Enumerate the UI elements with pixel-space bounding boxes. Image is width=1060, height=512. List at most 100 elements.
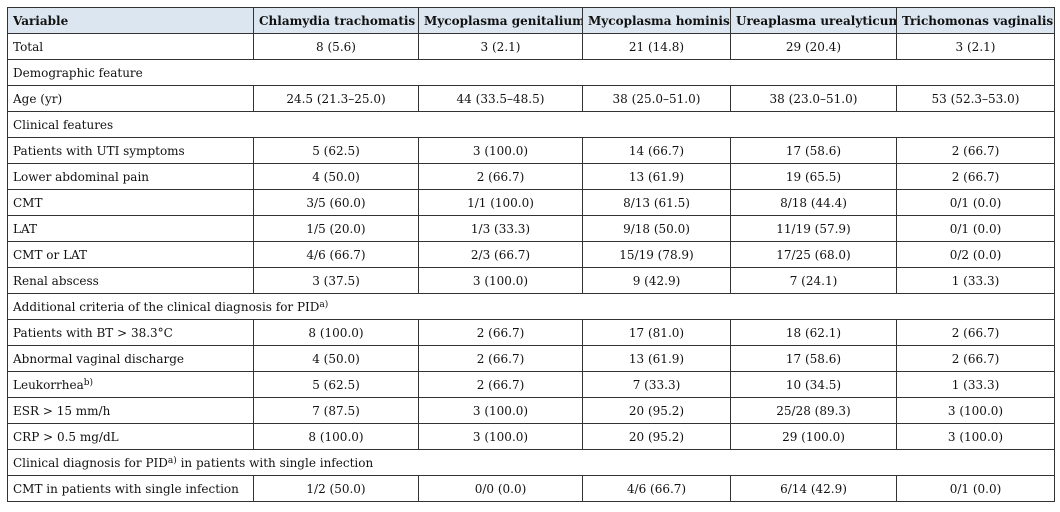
table-cell: 3 (37.5): [253, 267, 419, 294]
table-cell: 2 (66.7): [896, 345, 1055, 372]
footnote-marker: b): [83, 377, 94, 388]
section-row: Clinical features: [7, 111, 1055, 138]
section-label: Additional criteria of the clinical diag…: [7, 293, 1055, 320]
table-cell: 2 (66.7): [896, 319, 1055, 346]
table-row: Age (yr) 24.5 (21.3–25.0) 44 (33.5–48.5) 38…: [7, 85, 1055, 112]
table-cell: 3/5 (60.0): [253, 189, 419, 216]
table-cell: 53 (52.3–53.0): [896, 85, 1055, 112]
table-row: Total 8 (5.6) 3 (2.1) 21 (14.8) 29 (20.4) 3 (…: [7, 33, 1055, 60]
column-header-chlamydia: Chlamydia trachomatis: [253, 7, 419, 34]
section-label-text: Demographic feature: [13, 65, 143, 80]
table-cell: 2 (66.7): [418, 163, 583, 190]
table-row: Abnormal vaginal discharge 4 (50.0) 2 (66.…: [7, 345, 1055, 372]
table-cell: 6/14 (42.9): [730, 475, 897, 502]
row-label: Total: [7, 33, 254, 60]
row-label-text: Lower abdominal pain: [13, 169, 150, 184]
table-cell: 5 (62.5): [253, 371, 419, 398]
table-cell: 1/1 (100.0): [418, 189, 583, 216]
table-cell: 1/3 (33.3): [418, 215, 583, 242]
table-row: Renal abscess 3 (37.5) 3 (100.0) 9 (42.9) 7 …: [7, 267, 1055, 294]
table-cell: 17 (58.6): [730, 137, 897, 164]
table-cell: 1/5 (20.0): [253, 215, 419, 242]
row-label-text: Abnormal vaginal discharge: [13, 351, 185, 366]
table-cell: 8/18 (44.4): [730, 189, 897, 216]
table-cell: 7 (87.5): [253, 397, 419, 424]
table-row: Leukorrheab) 5 (62.5) 2 (66.7) 7 (33.3) 10 (…: [7, 371, 1055, 398]
table-cell: 13 (61.9): [582, 345, 731, 372]
table-cell: 3 (100.0): [896, 397, 1055, 424]
row-label-text: CMT in patients with single infection: [13, 481, 239, 496]
table-cell: 2/3 (66.7): [418, 241, 583, 268]
table-cell: 1 (33.3): [896, 371, 1055, 398]
table-cell: 8 (5.6): [253, 33, 419, 60]
table-cell: 21 (14.8): [582, 33, 731, 60]
table-container: Variable Chlamydia trachomatis Mycoplasm…: [7, 7, 1055, 502]
table-row: Patients with UTI symptoms 5 (62.5) 3 (100…: [7, 137, 1055, 164]
section-label: Clinical features: [7, 111, 1055, 138]
table-cell: 29 (20.4): [730, 33, 897, 60]
table-cell: 38 (25.0–51.0): [582, 85, 731, 112]
header-row: Variable Chlamydia trachomatis Mycoplasm…: [7, 7, 1055, 34]
row-label: Age (yr): [7, 85, 254, 112]
table-cell: 13 (61.9): [582, 163, 731, 190]
table-cell: 14 (66.7): [582, 137, 731, 164]
row-label: Renal abscess: [7, 267, 254, 294]
table-cell: 2 (66.7): [418, 371, 583, 398]
table-body: Total 8 (5.6) 3 (2.1) 21 (14.8) 29 (20.4) 3 (…: [7, 33, 1055, 502]
table-cell: 7 (24.1): [730, 267, 897, 294]
table-cell: 38 (23.0–51.0): [730, 85, 897, 112]
row-label: Leukorrheab): [7, 371, 254, 398]
column-header-ureaplasma: Ureaplasma urealyticum: [730, 7, 897, 34]
section-label-suffix: in patients with single infection: [176, 455, 374, 470]
table-cell: 1/2 (50.0): [253, 475, 419, 502]
row-label-text: Age (yr): [13, 91, 63, 106]
table-cell: 3 (100.0): [418, 267, 583, 294]
row-label: CMT: [7, 189, 254, 216]
table-cell: 25/28 (89.3): [730, 397, 897, 424]
column-header-trichomonas: Trichomonas vaginalis: [896, 7, 1055, 34]
section-row: Clinical diagnosis for PIDa) in patients…: [7, 449, 1055, 476]
row-label: CMT in patients with single infection: [7, 475, 254, 502]
row-label-text: Renal abscess: [13, 273, 99, 288]
table-cell: 4 (50.0): [253, 345, 419, 372]
row-label: Patients with UTI symptoms: [7, 137, 254, 164]
table-cell: 44 (33.5–48.5): [418, 85, 583, 112]
table-cell: 4/6 (66.7): [582, 475, 731, 502]
data-table: Variable Chlamydia trachomatis Mycoplasm…: [7, 7, 1055, 502]
table-cell: 8 (100.0): [253, 423, 419, 450]
section-label-text: Clinical diagnosis for PID: [13, 455, 168, 470]
table-cell: 2 (66.7): [418, 345, 583, 372]
table-row: CMT or LAT 4/6 (66.7) 2/3 (66.7) 15/19 (78.…: [7, 241, 1055, 268]
table-cell: 0/0 (0.0): [418, 475, 583, 502]
table-cell: 3 (100.0): [418, 137, 583, 164]
table-row: ESR > 15 mm/h 7 (87.5) 3 (100.0) 20 (95.2) 2…: [7, 397, 1055, 424]
footnote-marker: a): [167, 455, 177, 466]
row-label: Lower abdominal pain: [7, 163, 254, 190]
row-label-text: CMT or LAT: [13, 247, 88, 262]
table-cell: 19 (65.5): [730, 163, 897, 190]
row-label: ESR > 15 mm/h: [7, 397, 254, 424]
row-label-text: Total: [13, 39, 44, 54]
table-cell: 0/2 (0.0): [896, 241, 1055, 268]
table-cell: 9 (42.9): [582, 267, 731, 294]
table-cell: 8/13 (61.5): [582, 189, 731, 216]
table-cell: 18 (62.1): [730, 319, 897, 346]
table-cell: 3 (100.0): [418, 423, 583, 450]
table-cell: 4 (50.0): [253, 163, 419, 190]
table-cell: 29 (100.0): [730, 423, 897, 450]
table-cell: 9/18 (50.0): [582, 215, 731, 242]
section-label: Clinical diagnosis for PIDa) in patients…: [7, 449, 1055, 476]
row-label-text: LAT: [13, 221, 37, 236]
row-label: CRP > 0.5 mg/dL: [7, 423, 254, 450]
table-row: LAT 1/5 (20.0) 1/3 (33.3) 9/18 (50.0) 11/19 …: [7, 215, 1055, 242]
section-label-text: Clinical features: [13, 117, 114, 132]
table-row: CRP > 0.5 mg/dL 8 (100.0) 3 (100.0) 20 (95.…: [7, 423, 1055, 450]
table-cell: 0/1 (0.0): [896, 215, 1055, 242]
table-cell: 11/19 (57.9): [730, 215, 897, 242]
table-cell: 2 (66.7): [896, 163, 1055, 190]
section-label: Demographic feature: [7, 59, 1055, 86]
table-cell: 17 (81.0): [582, 319, 731, 346]
table-cell: 2 (66.7): [418, 319, 583, 346]
section-label-text: Additional criteria of the clinical diag…: [13, 299, 320, 314]
table-cell: 7 (33.3): [582, 371, 731, 398]
